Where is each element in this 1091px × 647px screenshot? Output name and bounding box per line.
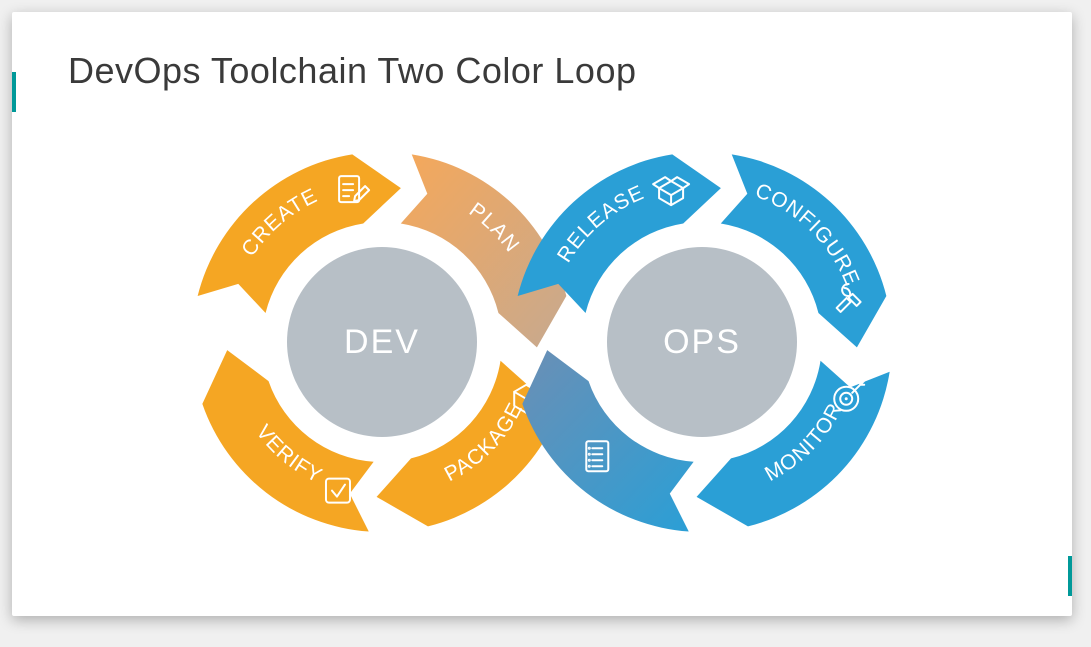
dev-center-label: DEV xyxy=(344,323,420,361)
slide-container: DevOps Toolchain Two Color Loop DEVCREAT… xyxy=(12,12,1072,616)
accent-left xyxy=(12,72,16,112)
ops-center-label: OPS xyxy=(663,323,741,361)
accent-right xyxy=(1068,556,1072,596)
slide-title: DevOps Toolchain Two Color Loop xyxy=(68,50,637,92)
devops-loop-diagram: DEVCREATEPLANPACKAGEVERIFYOPSRELEASECONF… xyxy=(182,132,902,552)
